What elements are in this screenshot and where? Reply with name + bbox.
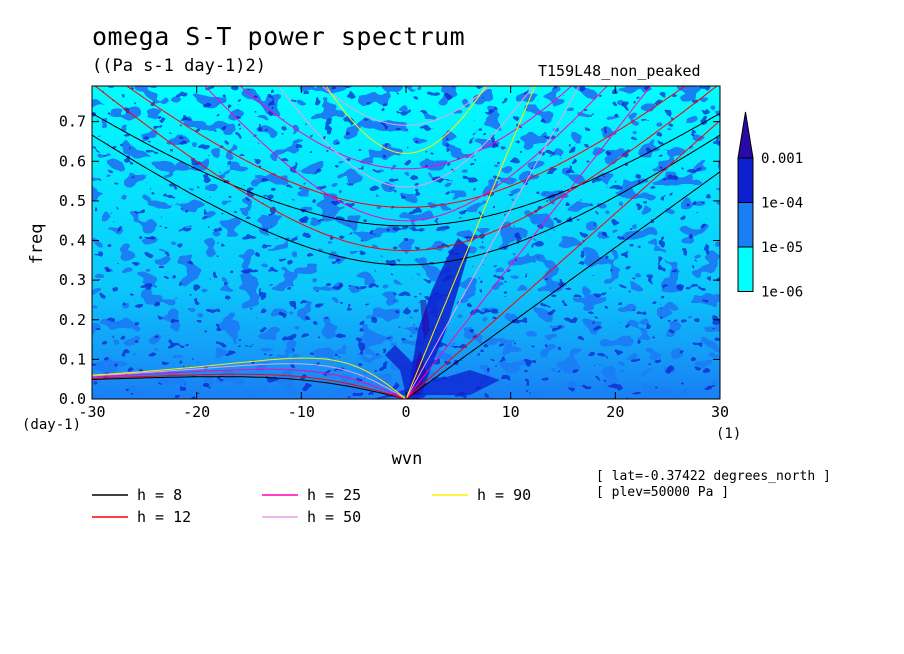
- x-tick-label: -30: [78, 403, 105, 421]
- x-tick-label: 0: [401, 403, 410, 421]
- dispersion-curve-h90: [92, 0, 720, 82]
- x-tick-label: -20: [183, 403, 210, 421]
- colorbar-extension: [737, 111, 754, 159]
- dispersion-curve-h25: [405, 86, 652, 399]
- y-tick-label: 0.5: [59, 192, 86, 210]
- x-axis: -30 -20 -10 0 10 20 30: [78, 86, 729, 421]
- legend-label: h = 25: [307, 486, 361, 504]
- legend: h = 8 h = 12 h = 25 h = 50 h = 90: [92, 486, 531, 526]
- dispersion-curve-h50: [92, 363, 407, 399]
- x-tick-label: 20: [606, 403, 624, 421]
- legend-label: h = 50: [307, 508, 361, 526]
- dispersion-curve-h12: [405, 120, 720, 399]
- y-tick-label: 0.7: [59, 113, 86, 131]
- pressure-level-note: [ plev=50000 Pa ]: [596, 485, 730, 500]
- y-tick-label: 0.1: [59, 350, 86, 368]
- colorbar-band: [737, 202, 754, 248]
- spectrum-field: [92, 0, 720, 399]
- colorbar-label: 1e-04: [761, 196, 803, 212]
- colorbar-label: 1e-06: [761, 285, 803, 301]
- colorbar-band: [737, 157, 754, 203]
- dispersion-curve-h50: [321, 86, 491, 126]
- case-id-label: T159L48_non_peaked: [538, 62, 701, 80]
- colorbar-label: 1e-05: [761, 240, 803, 256]
- colorbar: 1e-06 1e-05 1e-04 0.001: [737, 111, 803, 301]
- y-axis-label: freq: [27, 224, 47, 265]
- dispersion-curve-h25: [92, 368, 407, 399]
- dispersion-curve-h50: [278, 86, 534, 188]
- y-tick-label: 0.0: [59, 390, 86, 408]
- legend-label: h = 12: [137, 508, 191, 526]
- dispersion-curve-h12: [92, 373, 407, 399]
- legend-label: h = 8: [137, 486, 182, 504]
- chart-title: omega S-T power spectrum: [92, 22, 466, 51]
- dispersion-curve-h12: [125, 86, 687, 208]
- dispersion-curves: [92, 0, 720, 399]
- dispersion-curve-h90: [405, 86, 536, 399]
- latitude-note: [ lat=-0.37422 degrees_north ]: [596, 469, 831, 484]
- legend-label: h = 90: [477, 486, 531, 504]
- y-unit-label: (day-1): [22, 417, 81, 433]
- x-tick-label: 10: [502, 403, 520, 421]
- x-axis-label: wvn: [392, 449, 423, 469]
- dispersion-curve-h8: [92, 112, 720, 227]
- y-tick-label: 0.3: [59, 271, 86, 289]
- colorbar-label: 0.001: [761, 151, 803, 167]
- dispersion-curve-h90: [325, 86, 487, 154]
- y-tick-label: 0.2: [59, 311, 86, 329]
- x-unit-label: (1): [716, 426, 741, 442]
- dispersion-curve-h12: [94, 86, 718, 252]
- dispersion-curve-h50: [405, 86, 580, 399]
- y-axis: 0.0 0.1 0.2 0.3 0.4 0.5 0.6 0.7: [59, 113, 720, 408]
- dispersion-curve-h90: [92, 357, 407, 399]
- y-tick-label: 0.4: [59, 232, 86, 250]
- y-tick-label: 0.6: [59, 152, 86, 170]
- dispersion-curve-h25: [239, 86, 573, 170]
- dispersion-curve-h25: [204, 86, 608, 222]
- colorbar-band: [737, 246, 754, 292]
- dispersion-curve-h8: [405, 171, 720, 399]
- chart-subtitle: ((Pa s-1 day-1)2): [92, 56, 266, 76]
- dispersion-curve-h8: [92, 134, 720, 266]
- dispersion-curve-h8: [92, 376, 407, 399]
- x-tick-label: 30: [711, 403, 729, 421]
- x-tick-label: -10: [288, 403, 315, 421]
